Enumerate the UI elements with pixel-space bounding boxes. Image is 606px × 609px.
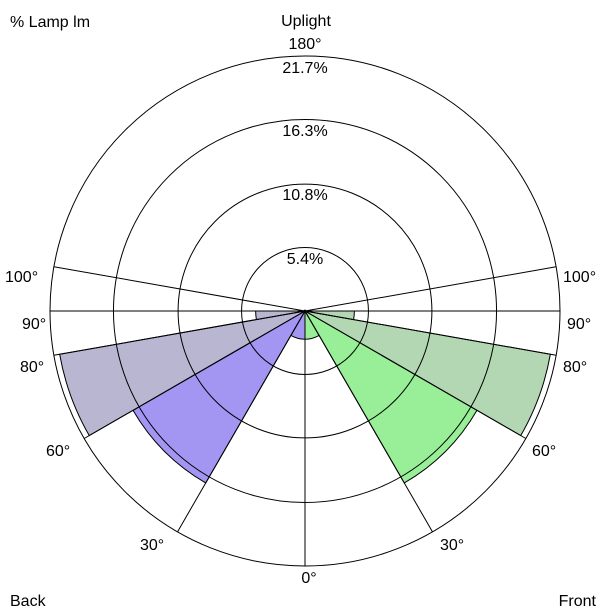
radial-line-front-30 xyxy=(304,310,433,533)
radial-line-back-80 xyxy=(53,310,306,356)
ring-label-21-7: 21.7% xyxy=(282,60,327,77)
radial-line-back-30 xyxy=(177,310,306,533)
grid-layer xyxy=(49,55,561,567)
front-label: Front xyxy=(559,593,597,609)
radial-line-back-100 xyxy=(53,266,306,312)
angle-label-right-100: 100° xyxy=(563,269,596,286)
front-wedge-30-60 xyxy=(303,309,478,484)
angle-label-right-80: 80° xyxy=(563,359,587,376)
back-label: Back xyxy=(10,593,47,609)
lamp-lumens-label: % Lamp lm xyxy=(10,14,90,31)
ring-label-5-4: 5.4% xyxy=(287,251,323,268)
angle-label-right-30: 30° xyxy=(440,537,464,554)
ring-label-10-8: 10.8% xyxy=(282,187,327,204)
uplight-label: Uplight xyxy=(281,13,331,30)
back-wedge-30-60 xyxy=(132,309,307,484)
angle-label-0: 0° xyxy=(301,570,316,587)
ring-label-16-3: 16.3% xyxy=(282,123,327,140)
angle-label-left-60: 60° xyxy=(46,443,70,460)
angle-label-right-60: 60° xyxy=(532,443,556,460)
radial-line-front-60 xyxy=(304,310,527,439)
angle-label-left-30: 30° xyxy=(140,537,164,554)
radial-line-front-80 xyxy=(304,310,557,356)
wedge-layer xyxy=(59,309,551,484)
angle-180-label: 180° xyxy=(288,36,321,53)
angle-label-left-100: 100° xyxy=(5,269,38,286)
radial-line-front-100 xyxy=(304,266,557,312)
angle-label-left-80: 80° xyxy=(20,359,44,376)
angle-label-left-90: 90° xyxy=(22,316,46,333)
radial-line-back-60 xyxy=(83,310,306,439)
angle-label-right-90: 90° xyxy=(567,316,591,333)
